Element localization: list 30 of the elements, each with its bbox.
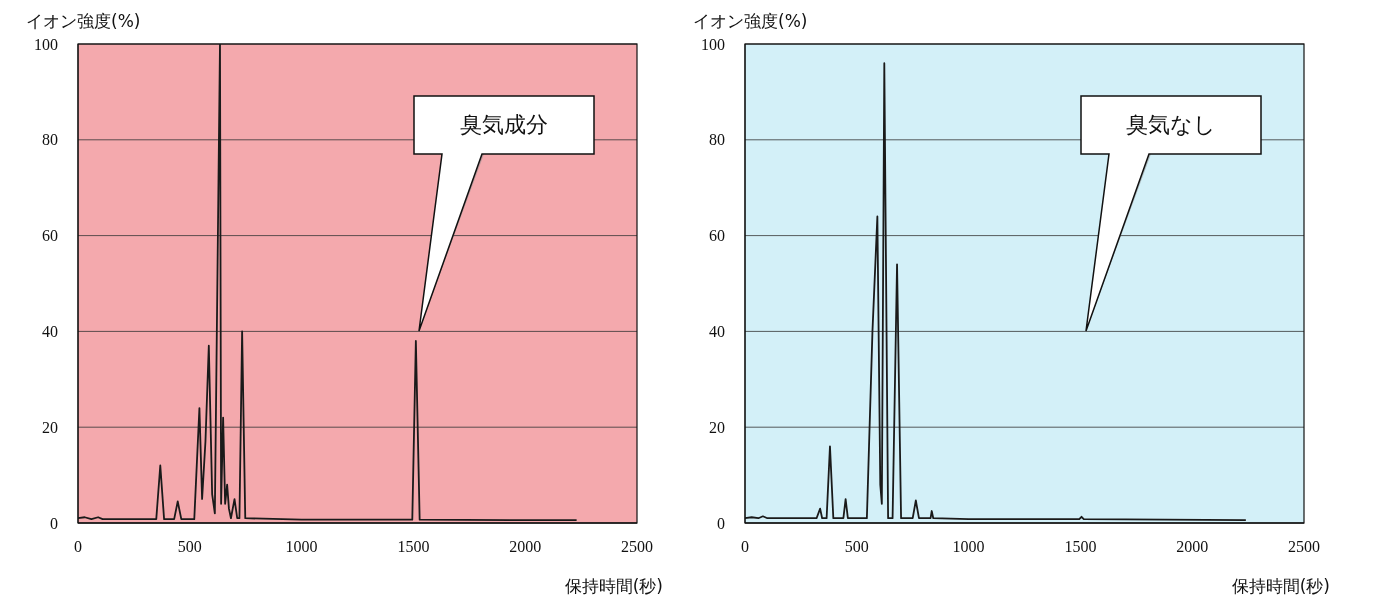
annotation: 臭気成分 <box>459 111 549 140</box>
y-axis-title: イオン強度(%) <box>693 10 808 33</box>
x-tick-label: 2000 <box>509 538 542 556</box>
y-tick-label: 0 <box>50 514 58 532</box>
x-tick-label: 1500 <box>397 538 430 556</box>
x-tick-label: 2500 <box>621 538 653 556</box>
x-tick-label: 1500 <box>1064 538 1097 556</box>
y-tick-label: 40 <box>709 323 725 341</box>
x-tick-label: 500 <box>844 538 869 556</box>
x-tick-label: 1000 <box>952 538 985 556</box>
x-axis-title: 保持時間(秒) <box>564 575 663 598</box>
x-axis-title: 保持時間(秒) <box>1231 575 1330 598</box>
y-tick-label: 80 <box>709 131 725 149</box>
x-tick-label: 2500 <box>1288 538 1320 556</box>
y-tick-label: 40 <box>42 323 58 341</box>
y-tick-label: 60 <box>42 227 58 245</box>
x-tick-label: 1000 <box>285 538 318 556</box>
annotation: 臭気なし <box>1125 111 1217 140</box>
x-tick-label: 0 <box>74 538 82 556</box>
y-tick-label: 60 <box>709 227 725 245</box>
y-tick-label: 100 <box>701 35 725 53</box>
y-tick-label: 0 <box>717 514 725 532</box>
x-tick-label: 0 <box>741 538 749 556</box>
y-tick-label: 80 <box>42 131 58 149</box>
x-tick-label: 500 <box>177 538 202 556</box>
y-tick-label: 20 <box>42 418 58 436</box>
y-tick-label: 20 <box>709 418 725 436</box>
y-axis-title: イオン強度(%) <box>26 10 141 33</box>
x-tick-label: 2000 <box>1176 538 1209 556</box>
y-tick-label: 100 <box>34 35 58 53</box>
